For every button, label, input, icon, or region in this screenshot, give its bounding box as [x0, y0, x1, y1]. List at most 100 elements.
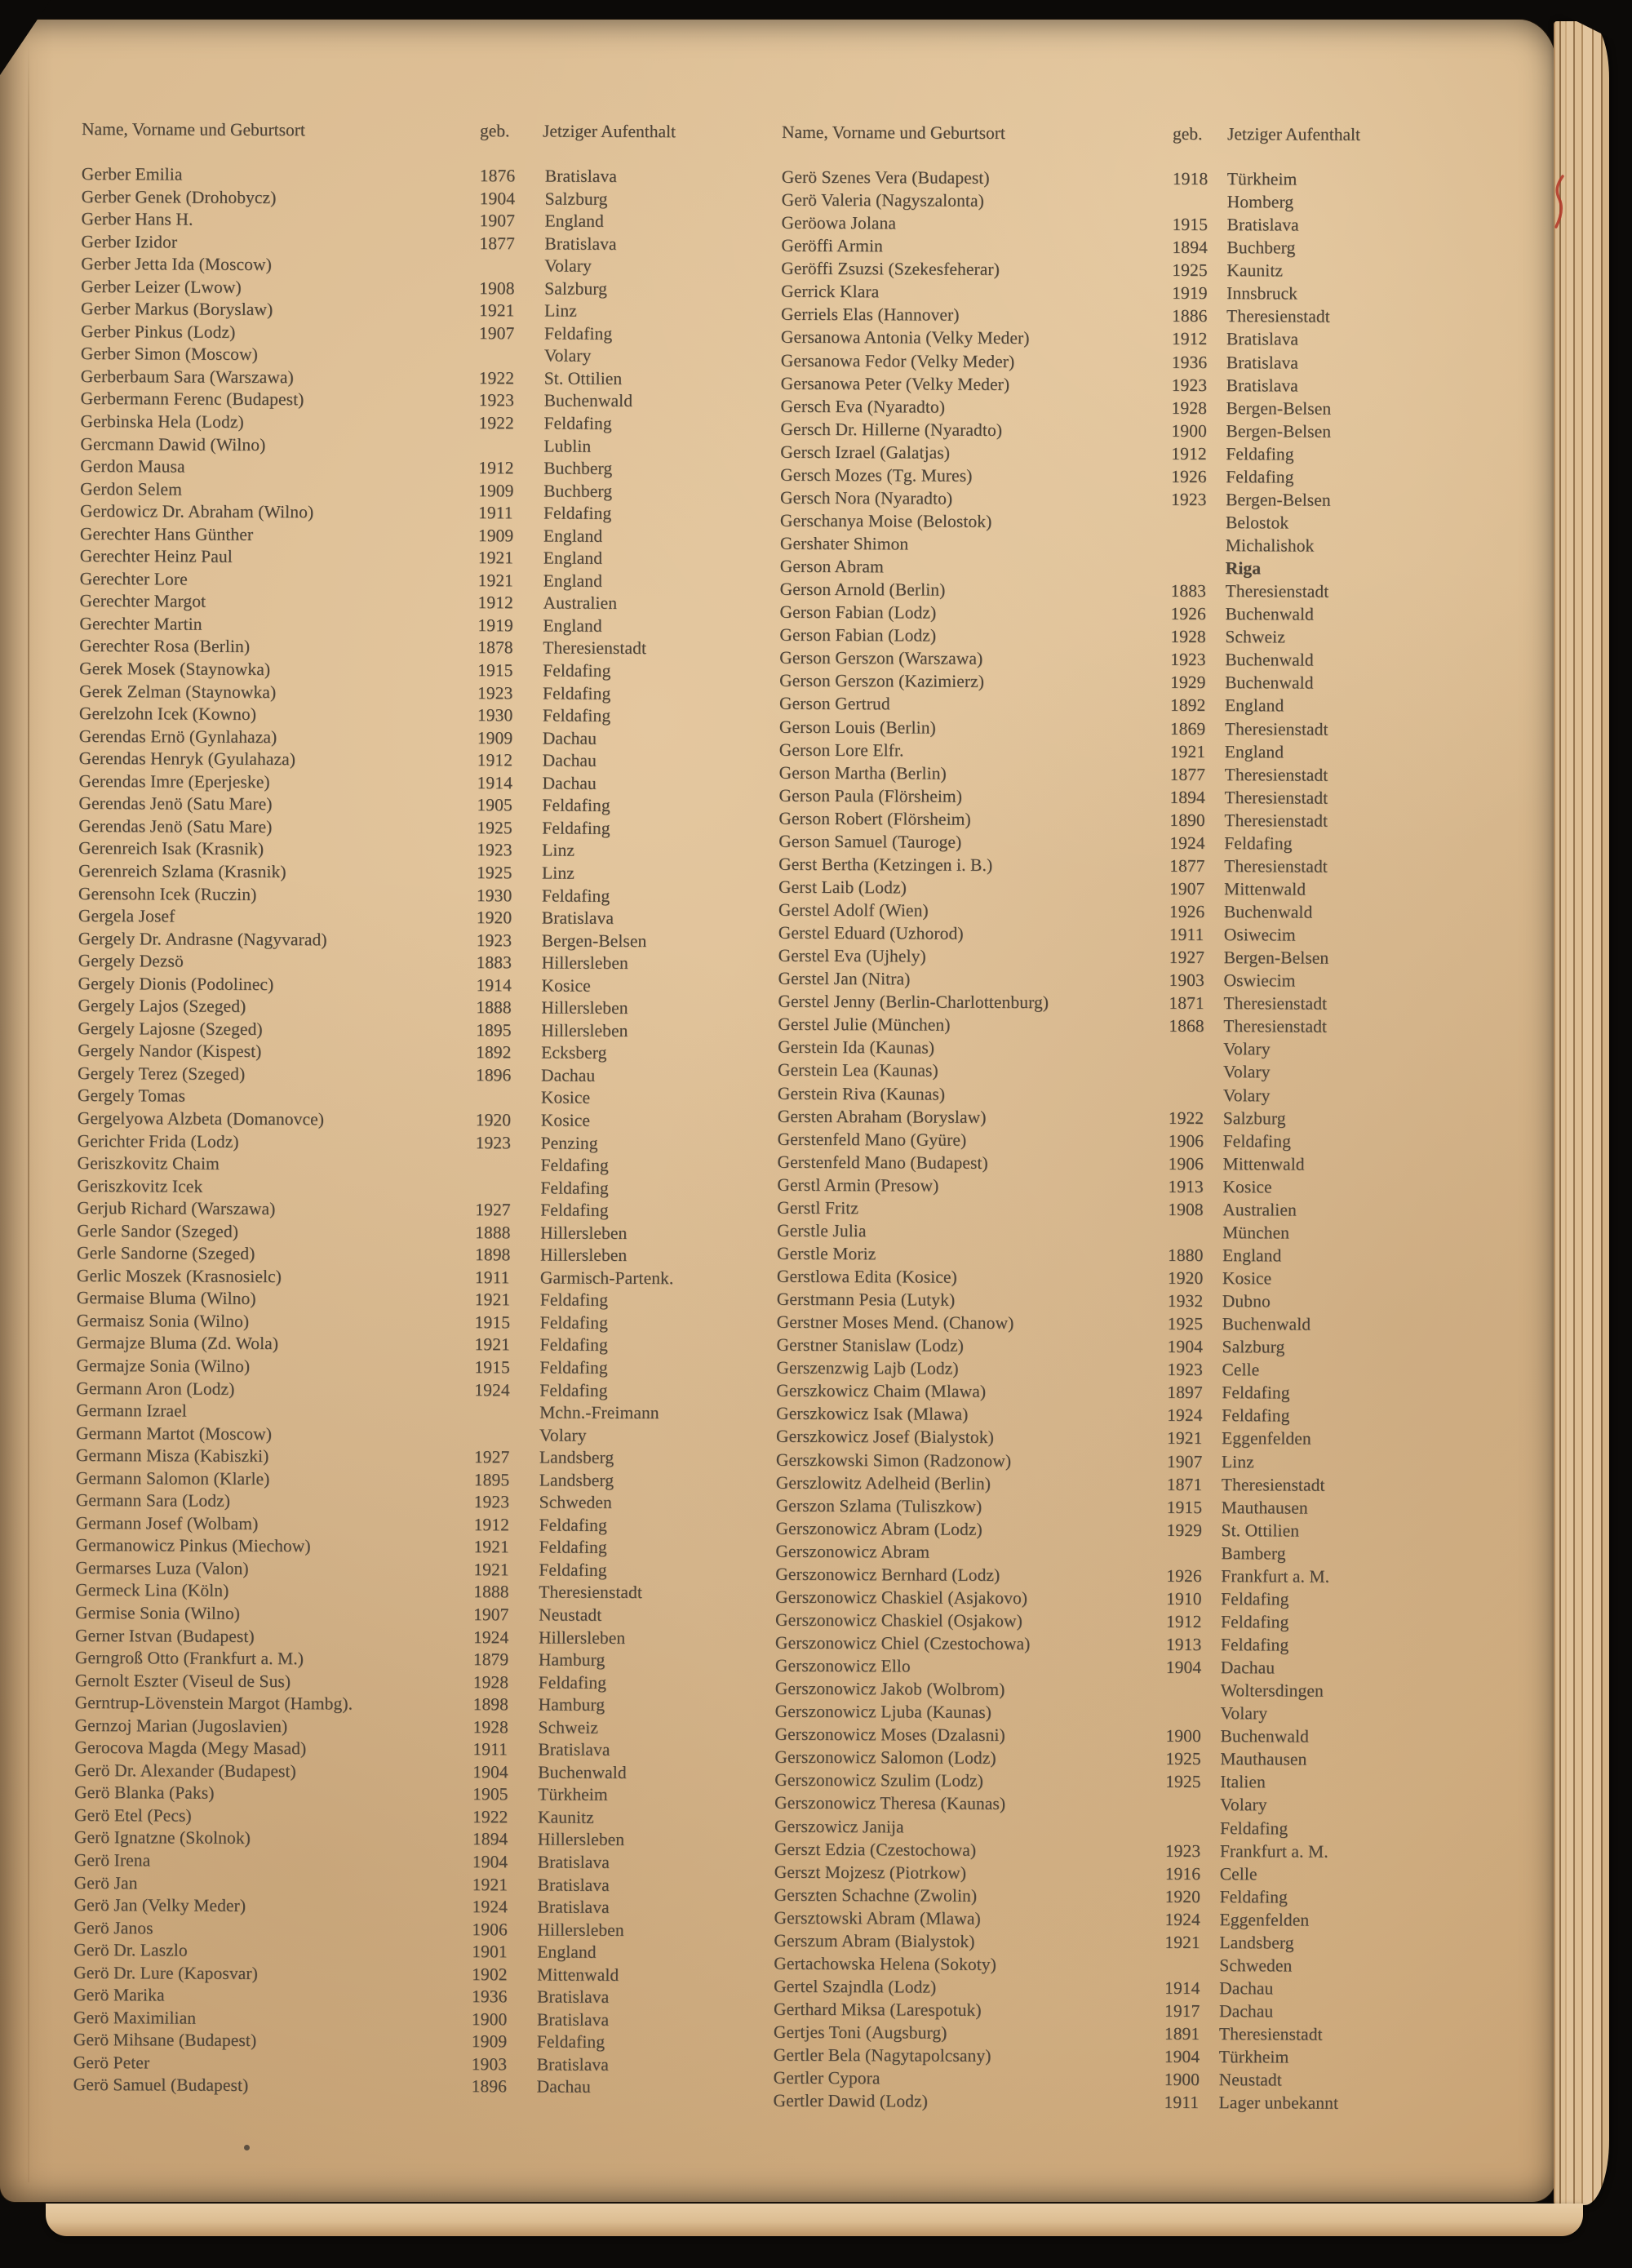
- entry-loc: Eggenfelden: [1222, 1429, 1311, 1449]
- entry-name: Gerson Gerszon (Kazimierz): [779, 671, 984, 692]
- entry-loc: Linz: [542, 841, 574, 861]
- entry-name: Gerson Martha (Berlin): [779, 762, 947, 783]
- entry-loc: Buchenwald: [1222, 1314, 1311, 1334]
- entry-loc: Feldafing: [543, 413, 611, 433]
- entry-loc: Volary: [544, 256, 592, 277]
- entry-name: Gerö Maximilian: [73, 2008, 196, 2029]
- entry-year: 1869: [1170, 718, 1206, 739]
- entry-year: 1914: [477, 773, 513, 793]
- entry-loc: Italien: [1220, 1772, 1266, 1792]
- entry-name: Gerstein Ida (Kaunas): [778, 1037, 934, 1059]
- entry-loc: Feldafing: [540, 1290, 608, 1311]
- entry-year: 1923: [1165, 1840, 1201, 1861]
- entry-year: 1915: [1167, 1497, 1203, 1517]
- entry-year: 1920: [1168, 1268, 1204, 1289]
- entry-name: Gerson Fabian (Lodz): [779, 625, 936, 646]
- entry-loc: Celle: [1222, 1360, 1259, 1380]
- entry-name: Geröowa Jolana: [782, 213, 897, 234]
- entry-name: Germann Salomon (Klarle): [76, 1468, 270, 1489]
- entry-year: 1896: [472, 2077, 508, 2097]
- entry-name: Germann Aron (Lodz): [76, 1378, 234, 1400]
- entry-loc: Australien: [543, 593, 617, 614]
- entry-name: Gergely Lajos (Szeged): [78, 996, 246, 1017]
- entry-year: 1923: [477, 930, 512, 951]
- entry-name: Gerber Markus (Boryslaw): [81, 299, 273, 320]
- entry-name: Geröffi Armin: [781, 236, 883, 257]
- entry-name: Gertler Bela (Nagytapolcsany): [774, 2045, 991, 2066]
- entry-loc: Buchenwald: [1225, 672, 1314, 693]
- entry-loc: Belostok: [1226, 513, 1288, 533]
- entry-loc: Feldafing: [539, 1672, 606, 1693]
- entry-loc: Schweiz: [1225, 627, 1285, 647]
- entry-loc: Volary: [1221, 1703, 1268, 1724]
- entry-loc: Neustadt: [539, 1604, 601, 1625]
- entry-year: 1905: [472, 1784, 508, 1804]
- entry-name: Gerstel Jan (Nitra): [778, 969, 910, 990]
- entry-name: Gergelyowa Alzbeta (Domanovce): [78, 1108, 324, 1130]
- entry-year: 1897: [1167, 1383, 1203, 1403]
- entry-loc: Bratislava: [542, 908, 614, 929]
- entry-year: 1894: [1169, 788, 1205, 808]
- entry-loc: Buchenwald: [1225, 650, 1314, 670]
- entry-loc: Salzburg: [544, 278, 607, 299]
- entry-year: 1912: [474, 1515, 510, 1535]
- entry-name: Gernolt Eszter (Viseul de Sus): [75, 1671, 291, 1692]
- entry-name: Gerendas Jenö (Satu Mare): [78, 816, 272, 837]
- entry-loc: Feldafing: [1226, 444, 1293, 464]
- entry-loc: Feldafing: [1222, 1405, 1289, 1426]
- entry-loc: Homberg: [1227, 192, 1294, 212]
- entry-loc: Hillersleben: [537, 1920, 623, 1940]
- entry-name: Gerber Jetta Ida (Moscow): [81, 254, 272, 275]
- entry-loc: Australien: [1222, 1200, 1297, 1220]
- entry-name: Gerstl Fritz: [777, 1198, 858, 1218]
- entry-loc: Linz: [544, 301, 577, 322]
- entry-loc: Feldafing: [543, 683, 610, 703]
- entry-name: Gerszkowicz Isak (Mlawa): [776, 1404, 968, 1425]
- entry-loc: England: [543, 548, 602, 569]
- entry-loc: Dachau: [543, 751, 596, 771]
- entry-loc: Feldafing: [539, 1380, 607, 1400]
- entry-name: Gerö Dr. Laszlo: [73, 1940, 188, 1961]
- entry-name: Gerszten Schachne (Zwolin): [774, 1884, 978, 1906]
- entry-name: Gerechter Martin: [79, 614, 202, 635]
- entry-year: 1909: [477, 728, 513, 748]
- entry-year: 1907: [1169, 879, 1205, 899]
- entry-name: Gerdowicz Dr. Abraham (Wilno): [80, 501, 313, 522]
- entry-name: Gerberbaum Sara (Warszawa): [81, 366, 294, 388]
- entry-year: 1908: [479, 278, 515, 299]
- entry-loc: Mittenwald: [1222, 1154, 1304, 1174]
- entry-year: 1894: [1172, 237, 1208, 258]
- entry-name: Germajze Sonia (Wilno): [76, 1356, 250, 1377]
- entry-year: 1900: [1165, 1726, 1201, 1746]
- entry-year: 1915: [477, 660, 513, 681]
- entry-name: Gerechter Hans Günther: [80, 524, 253, 545]
- entry-name: Gernzoj Marian (Jugoslavien): [74, 1715, 287, 1737]
- entry-year: 1921: [1170, 741, 1206, 761]
- entry-year: 1871: [1167, 1474, 1203, 1494]
- entry-year: 1911: [1164, 2093, 1199, 2113]
- entry-year: 1907: [479, 323, 515, 344]
- entry-loc: Feldafing: [543, 661, 610, 681]
- entry-name: Gerson Abram: [780, 557, 884, 578]
- entry-name: Gerek Zelman (Staynowka): [79, 681, 276, 703]
- entry-loc: England: [1222, 1245, 1281, 1266]
- entry-loc: Theresienstadt: [1224, 856, 1328, 877]
- header-residence-label: Jetziger Aufenthalt: [1227, 124, 1360, 145]
- entry-loc: Feldafing: [1221, 1589, 1288, 1609]
- entry-name: Gertjes Toni (Augsburg): [774, 2022, 947, 2044]
- entry-name: Gerszkowski Simon (Radzonow): [776, 1449, 1011, 1471]
- entry-year: 1921: [472, 1875, 508, 1895]
- entry-year: 1895: [476, 1020, 512, 1041]
- entry-name: Gerson Louis (Berlin): [779, 717, 936, 738]
- entry-year: 1877: [1169, 856, 1205, 877]
- entry-loc: Feldafing: [539, 1538, 606, 1558]
- entry-loc: Bratislava: [538, 1875, 610, 1895]
- entry-year: 1906: [472, 1920, 508, 1940]
- entry-year: 1908: [1168, 1200, 1204, 1220]
- entry-loc: Feldafing: [540, 1201, 608, 1221]
- entry-name: Gerechter Rosa (Berlin): [79, 636, 250, 657]
- entry-name: Gerber Izidor: [81, 232, 177, 253]
- entry-year: 1925: [1172, 260, 1208, 281]
- entry-name: Germann Sara (Lodz): [76, 1490, 230, 1511]
